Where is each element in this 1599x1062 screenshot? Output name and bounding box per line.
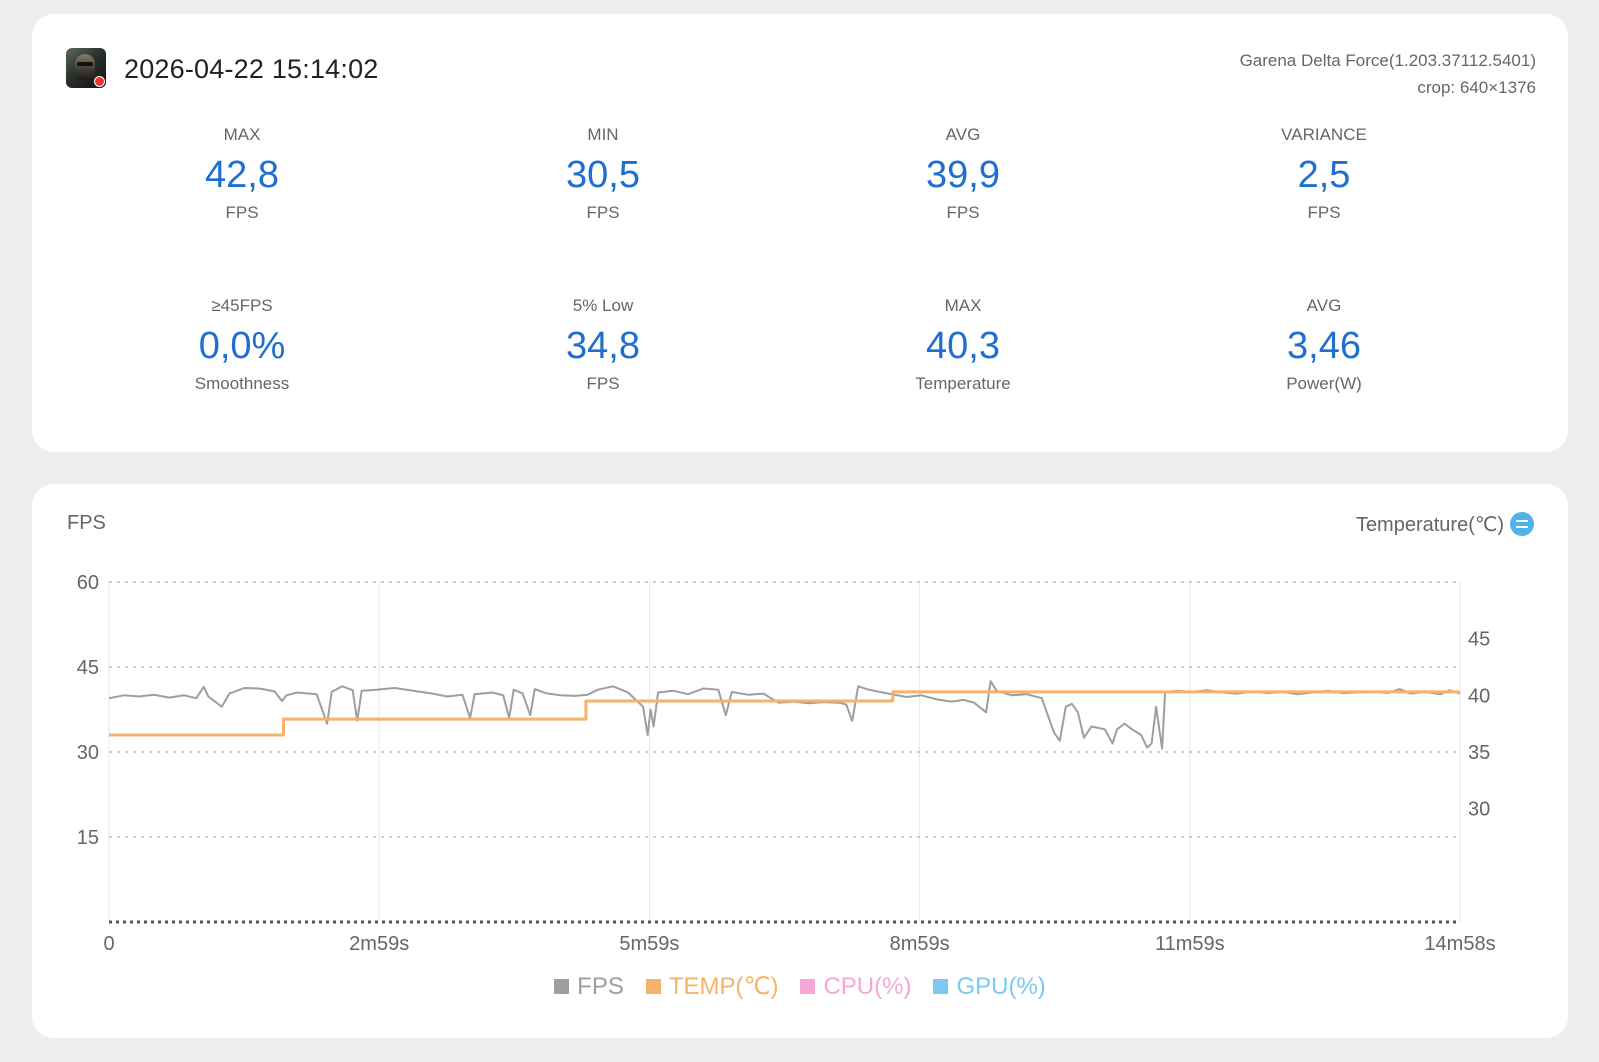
y-right-tick-label: 40 bbox=[1468, 685, 1490, 707]
stat-value: 34,8 bbox=[566, 325, 640, 367]
stat-unit: FPS bbox=[586, 203, 620, 222]
legend-item-fps[interactable]: FPS bbox=[554, 972, 624, 1001]
stat-value: 0,0% bbox=[198, 325, 286, 367]
stat-unit: Temperature bbox=[915, 374, 1011, 393]
stat-value: 40,3 bbox=[926, 325, 1000, 367]
stat-fps-avg: AVG 39,9 FPS bbox=[813, 124, 1113, 224]
stat-value: 2,5 bbox=[1297, 154, 1351, 196]
stat-label: 5% Low bbox=[572, 296, 634, 315]
right-axis-title: Temperature(℃) bbox=[1355, 514, 1504, 536]
legend-label: GPU(%) bbox=[956, 972, 1046, 1000]
stat-fps-min: MIN 30,5 FPS bbox=[453, 124, 753, 224]
stat-unit: Smoothness bbox=[194, 374, 290, 393]
stat-fps-variance: VARIANCE 2,5 FPS bbox=[1174, 124, 1474, 224]
legend-item-cpu[interactable]: CPU(%) bbox=[800, 972, 911, 1001]
stat-unit: FPS bbox=[946, 203, 980, 222]
session-datetime: 2026-04-22 15:14:02 bbox=[124, 54, 379, 84]
stat-label: MAX bbox=[944, 296, 982, 315]
stat-unit: FPS bbox=[1307, 203, 1341, 222]
stat-5pct-low: 5% Low 34,8 FPS bbox=[453, 295, 753, 395]
x-tick-label: 2m59s bbox=[349, 933, 409, 955]
x-tick-label: 5m59s bbox=[619, 933, 679, 955]
stat-power-avg: AVG 3,46 Power(W) bbox=[1174, 295, 1474, 395]
legend-swatch bbox=[800, 979, 816, 994]
summary-card: 2026-04-22 15:14:02 Garena Delta Force(1… bbox=[32, 14, 1568, 452]
y-left-tick-label: 15 bbox=[77, 827, 99, 849]
stat-value: 30,5 bbox=[566, 154, 640, 196]
legend-label: TEMP(℃) bbox=[668, 973, 779, 1000]
legend-item-temp[interactable]: TEMP(℃) bbox=[645, 972, 779, 1001]
x-tick-label: 14m58s bbox=[1424, 933, 1495, 955]
temperature-series-line bbox=[109, 690, 1460, 737]
stat-unit: FPS bbox=[225, 203, 259, 222]
stat-label: AVG bbox=[1306, 296, 1342, 315]
stat-fps-max: MAX 42,8 FPS bbox=[92, 124, 392, 224]
legend-swatch bbox=[645, 979, 661, 994]
stat-label: MIN bbox=[587, 125, 619, 144]
stat-value: 3,46 bbox=[1287, 325, 1361, 367]
stat-smoothness: ≥45FPS 0,0% Smoothness bbox=[92, 295, 392, 395]
x-tick-label: 11m59s bbox=[1155, 933, 1225, 955]
stat-unit: Power(W) bbox=[1286, 374, 1362, 393]
stat-value: 42,8 bbox=[205, 154, 279, 196]
left-axis-title: FPS bbox=[67, 512, 106, 534]
legend-label: FPS bbox=[577, 972, 624, 1000]
stat-label: MAX bbox=[223, 125, 261, 144]
stat-unit: FPS bbox=[586, 374, 620, 393]
crop-resolution: crop: 640×1376 bbox=[1417, 78, 1536, 97]
y-right-tick-label: 45 bbox=[1468, 629, 1490, 651]
swap-axis-icon[interactable] bbox=[1510, 512, 1534, 536]
y-left-tick-label: 60 bbox=[77, 572, 99, 594]
y-left-tick-label: 30 bbox=[77, 742, 99, 764]
fps-temperature-chart: 0 2m59s 5m59s 8m59s 11m59s 14m58s 60 45 30 15 45 40… bbox=[77, 572, 1496, 955]
app-icon bbox=[66, 48, 106, 88]
stat-label: ≥45FPS bbox=[211, 296, 273, 315]
x-tick-label: 8m59s bbox=[890, 933, 950, 955]
legend-label: CPU(%) bbox=[823, 972, 912, 1000]
legend-swatch bbox=[554, 979, 570, 994]
stat-temperature-max: MAX 40,3 Temperature bbox=[813, 295, 1113, 395]
legend-swatch bbox=[933, 979, 949, 994]
x-tick-label: 0 bbox=[103, 933, 114, 955]
stat-label: AVG bbox=[945, 125, 981, 144]
chart-card: FPS Temperature(℃) 0 2m59s 5m59s 8m59s 11m59… bbox=[32, 484, 1568, 1038]
stat-label: VARIANCE bbox=[1281, 125, 1367, 144]
app-name: Garena Delta Force(1.203.37112.5401) bbox=[1239, 51, 1536, 70]
legend-item-gpu[interactable]: GPU(%) bbox=[933, 972, 1046, 1001]
y-right-tick-label: 35 bbox=[1468, 742, 1490, 764]
app-badge-icon bbox=[94, 76, 105, 87]
y-left-tick-label: 45 bbox=[77, 657, 99, 679]
stat-value: 39,9 bbox=[926, 154, 1000, 196]
y-right-tick-label: 30 bbox=[1468, 799, 1490, 821]
chart-legend: FPS TEMP(℃) CPU(%) GPU(%) bbox=[32, 972, 1568, 1001]
